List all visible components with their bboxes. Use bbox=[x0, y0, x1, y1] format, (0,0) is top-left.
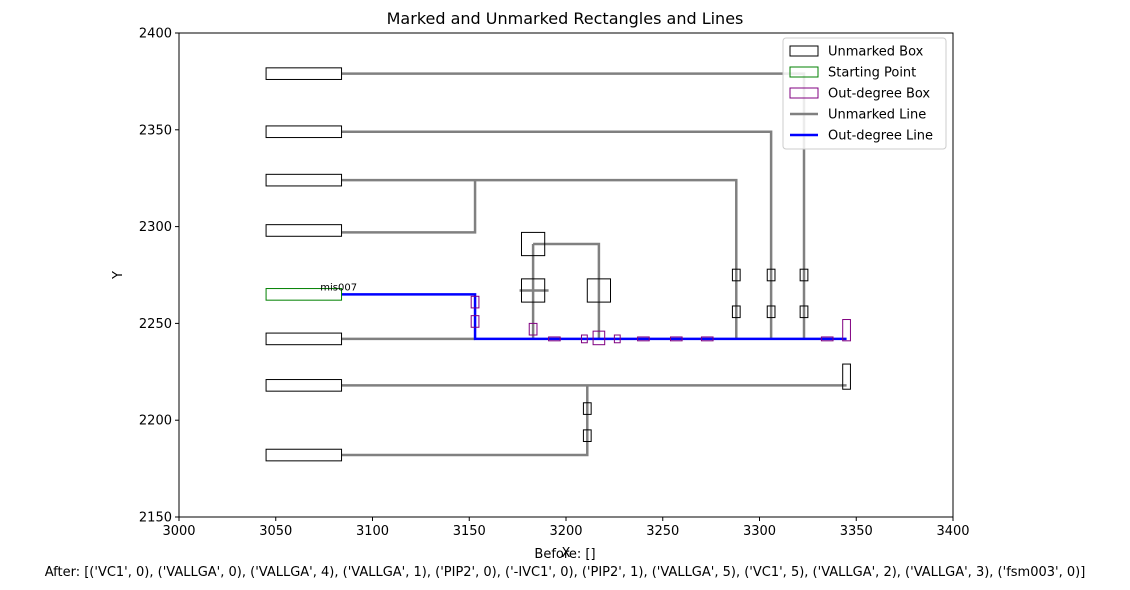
unmarked-box bbox=[586, 278, 612, 303]
legend-frame bbox=[782, 37, 947, 150]
x-tick-label: 3050 bbox=[259, 524, 292, 539]
outdegree-box bbox=[470, 295, 480, 309]
starting-point-box bbox=[265, 288, 343, 301]
y-tick-label: 2300 bbox=[139, 220, 172, 235]
unmarked-box bbox=[766, 305, 776, 319]
x-axis-ticks: 3000 3050 3100 3150 3200 3250 3300 3350 3400 bbox=[162, 517, 970, 539]
y-tick-label: 2200 bbox=[139, 414, 172, 429]
outdegree-box bbox=[528, 322, 538, 336]
outdegree-lines bbox=[341, 293, 847, 341]
outdegree-box bbox=[548, 336, 561, 342]
unmarked-box bbox=[799, 268, 809, 282]
outdegree-box bbox=[592, 330, 606, 346]
x-tick-label: 3300 bbox=[743, 524, 776, 539]
legend-swatch-box bbox=[789, 87, 819, 99]
unmarked-line bbox=[341, 178, 738, 339]
outdegree-box bbox=[613, 334, 621, 344]
outdegree-box bbox=[842, 319, 851, 342]
legend-label: Unmarked Box bbox=[828, 45, 924, 60]
y-axis-ticks: 2150 2200 2250 2300 2350 2400 bbox=[139, 27, 179, 526]
outdegree-box bbox=[700, 336, 714, 342]
x-tick-label: 3400 bbox=[936, 524, 969, 539]
unmarked-box bbox=[582, 429, 592, 442]
outdegree-box bbox=[820, 336, 834, 342]
legend-swatch-box bbox=[789, 66, 819, 78]
unmarked-box bbox=[265, 224, 343, 237]
x-tick-label: 3350 bbox=[840, 524, 873, 539]
unmarked-line bbox=[533, 242, 601, 339]
x-tick-label: 3100 bbox=[356, 524, 389, 539]
y-axis-label: Y bbox=[111, 271, 126, 280]
unmarked-box bbox=[520, 231, 546, 257]
unmarked-box bbox=[731, 268, 741, 282]
outdegree-box bbox=[637, 336, 650, 342]
unmarked-line bbox=[341, 130, 773, 339]
unmarked-box bbox=[766, 268, 776, 282]
y-tick-label: 2150 bbox=[139, 511, 172, 526]
unmarked-box bbox=[265, 448, 343, 462]
unmarked-line bbox=[341, 72, 806, 339]
legend-swatch-box bbox=[789, 45, 819, 57]
outdegree-box bbox=[669, 336, 683, 342]
y-tick-label: 2400 bbox=[139, 27, 172, 42]
unmarked-box bbox=[265, 379, 343, 392]
unmarked-line bbox=[341, 385, 589, 457]
legend: Unmarked Box Starting Point Out-degree Box… bbox=[782, 37, 947, 150]
unmarked-box bbox=[265, 332, 343, 346]
annotations: mis007 bbox=[320, 282, 357, 293]
outdegree-box bbox=[580, 334, 588, 344]
x-tick-label: 3250 bbox=[646, 524, 679, 539]
caption-after: After: [('VC1', 0), ('VALLGA', 0), ('VAL… bbox=[44, 565, 1086, 580]
legend-label: Out-degree Line bbox=[828, 129, 933, 144]
unmarked-box bbox=[842, 363, 851, 390]
x-tick-label: 3150 bbox=[453, 524, 486, 539]
unmarked-box bbox=[582, 402, 592, 415]
y-tick-label: 2350 bbox=[139, 123, 172, 138]
unmarked-box bbox=[265, 125, 343, 139]
unmarked-box bbox=[731, 305, 741, 319]
outdegree-line bbox=[341, 293, 847, 341]
legend-label: Unmarked Line bbox=[828, 108, 926, 123]
annotation-label: mis007 bbox=[320, 282, 357, 293]
boxes bbox=[265, 67, 851, 462]
x-tick-label: 3200 bbox=[549, 524, 582, 539]
chart-title: Marked and Unmarked Rectangles and Lines bbox=[387, 9, 744, 28]
x-tick-label: 3000 bbox=[162, 524, 195, 539]
unmarked-box bbox=[265, 67, 343, 80]
caption-before: Before: [] bbox=[534, 547, 596, 562]
y-tick-label: 2250 bbox=[139, 317, 172, 332]
unmarked-line bbox=[341, 180, 477, 234]
legend-label: Out-degree Box bbox=[828, 87, 930, 102]
unmarked-box bbox=[265, 173, 343, 187]
outdegree-box bbox=[470, 315, 480, 328]
legend-label: Starting Point bbox=[828, 66, 916, 81]
unmarked-lines bbox=[341, 72, 847, 457]
unmarked-box bbox=[520, 278, 546, 303]
x-axis-label: X bbox=[562, 546, 571, 561]
unmarked-box bbox=[799, 305, 809, 319]
